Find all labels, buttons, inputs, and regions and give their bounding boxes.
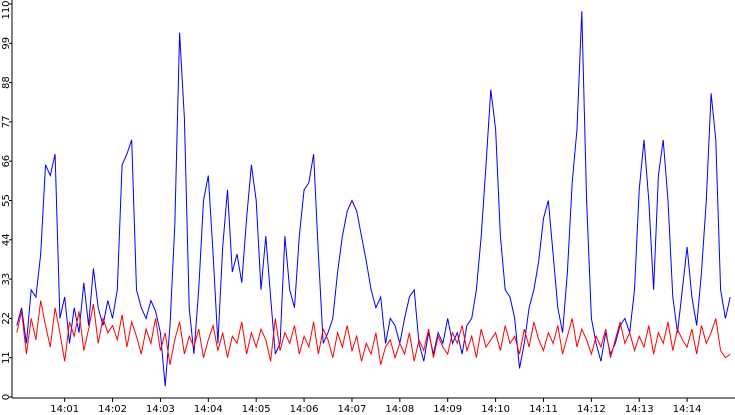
x-tick-label: 14:09 <box>433 404 462 415</box>
y-tick-label: 110 <box>1 0 12 19</box>
x-tick-label: 14:07 <box>338 404 367 415</box>
y-tick-label: 22 <box>1 312 12 325</box>
y-tick-label: 77 <box>1 116 12 129</box>
y-tick-label: 88 <box>1 76 12 89</box>
x-tick-label: 14:10 <box>481 404 510 415</box>
x-tick-label: 14:08 <box>385 404 414 415</box>
x-tick-label: 14:03 <box>146 404 175 415</box>
y-tick-label: 55 <box>1 194 12 207</box>
x-tick-label: 14:04 <box>194 404 223 415</box>
y-tick-label: 66 <box>1 155 12 168</box>
x-tick-label: 14:06 <box>290 404 319 415</box>
series-line <box>16 300 731 365</box>
y-tick-label: 11 <box>1 351 12 364</box>
x-tick-label: 14:13 <box>625 404 654 415</box>
x-tick-label: 14:02 <box>98 404 127 415</box>
x-tick-label: 14:12 <box>577 404 606 415</box>
x-tick-label: 14:11 <box>529 404 558 415</box>
x-tick-label: 14:14 <box>673 404 702 415</box>
y-tick-label: 33 <box>1 273 12 286</box>
series-line <box>16 11 731 387</box>
y-tick-label: 0 <box>1 394 12 400</box>
y-tick-label: 44 <box>1 233 12 246</box>
y-tick-label: 99 <box>1 37 12 50</box>
x-tick-label: 14:01 <box>50 404 79 415</box>
x-tick-label: 14:05 <box>242 404 271 415</box>
